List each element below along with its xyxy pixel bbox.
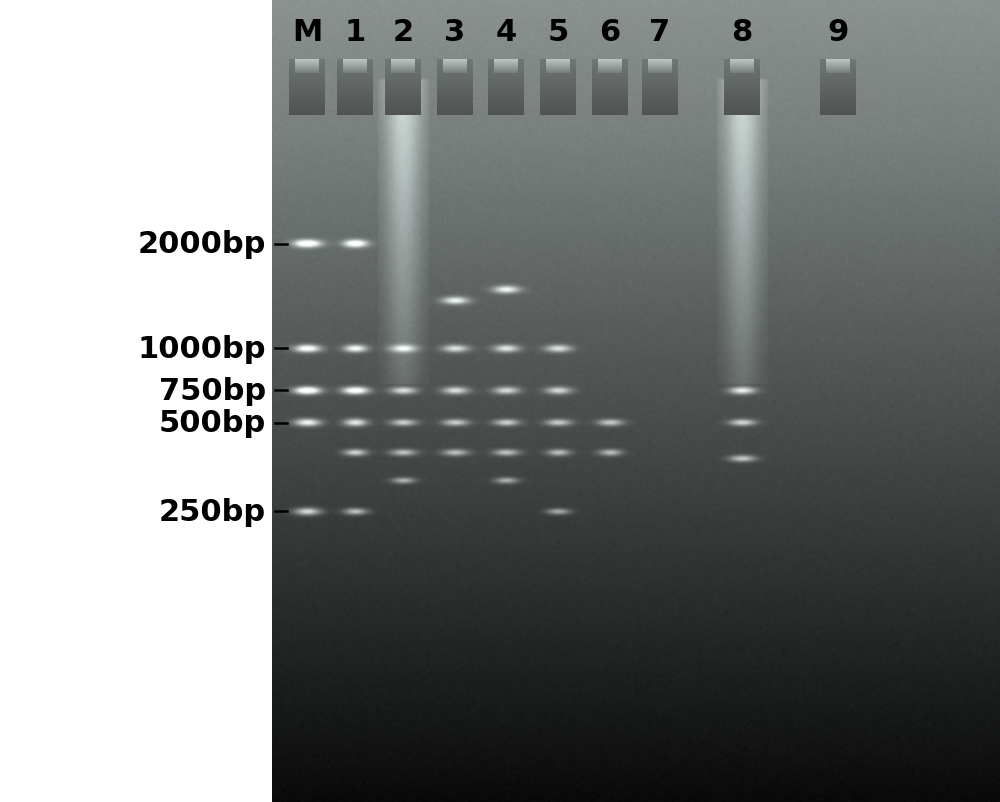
Text: 4: 4 bbox=[495, 18, 517, 47]
Text: 2: 2 bbox=[392, 18, 414, 47]
Text: 1: 1 bbox=[344, 18, 366, 47]
Text: 250bp: 250bp bbox=[159, 497, 266, 526]
Text: 750bp: 750bp bbox=[159, 376, 266, 405]
Text: 2000bp: 2000bp bbox=[138, 230, 266, 259]
Text: 500bp: 500bp bbox=[159, 409, 266, 438]
Text: 9: 9 bbox=[827, 18, 849, 47]
Text: 6: 6 bbox=[599, 18, 621, 47]
Text: 5: 5 bbox=[547, 18, 569, 47]
Text: 8: 8 bbox=[731, 18, 753, 47]
Text: 1000bp: 1000bp bbox=[138, 334, 266, 363]
Text: 3: 3 bbox=[444, 18, 466, 47]
Text: 7: 7 bbox=[649, 18, 671, 47]
Text: M: M bbox=[292, 18, 322, 47]
